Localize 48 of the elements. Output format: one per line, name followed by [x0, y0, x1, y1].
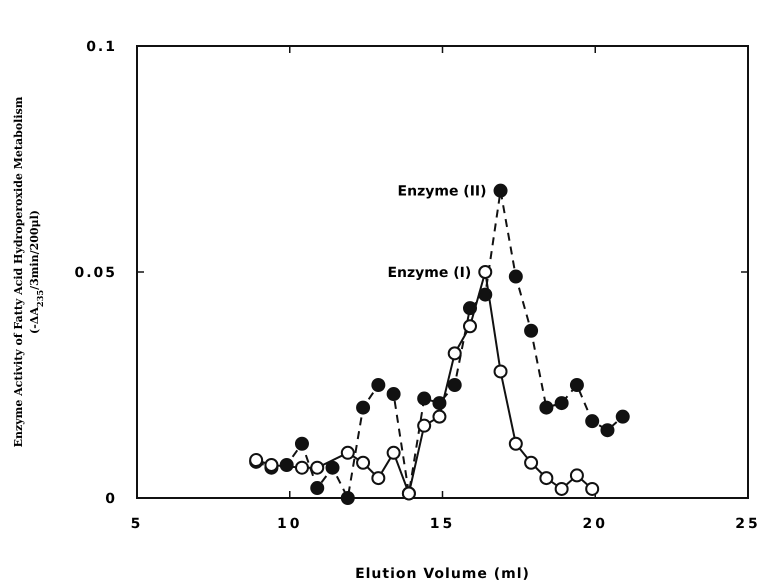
point	[539, 400, 554, 415]
x-tick-label: 15	[430, 516, 456, 532]
x-tick-label: 25	[735, 516, 761, 532]
point	[554, 396, 569, 410]
point	[539, 471, 554, 486]
point	[448, 378, 462, 392]
point	[294, 436, 309, 451]
point	[310, 481, 324, 496]
x-tick-label: 5	[130, 516, 144, 532]
y-tick-label: 0	[105, 491, 117, 507]
y-tick-label: 0.05	[74, 265, 117, 281]
point	[600, 423, 614, 438]
point	[432, 410, 446, 424]
point	[570, 468, 584, 482]
point	[585, 482, 600, 496]
point	[616, 410, 630, 424]
x-axis-title: Elution Volume (ml)	[355, 566, 530, 582]
point	[417, 418, 432, 433]
point	[417, 392, 432, 406]
point	[462, 301, 477, 316]
point	[386, 446, 401, 460]
point	[356, 400, 370, 415]
point	[478, 265, 492, 279]
point	[356, 456, 370, 470]
point	[585, 414, 600, 428]
point	[294, 460, 309, 475]
point	[340, 491, 355, 505]
point	[524, 456, 538, 470]
point	[494, 184, 508, 198]
point	[326, 460, 340, 475]
point	[554, 482, 569, 496]
point	[386, 387, 401, 402]
point	[371, 471, 386, 486]
point	[310, 460, 324, 475]
point	[508, 270, 523, 284]
point	[340, 446, 355, 460]
annotation: Enzyme (I)	[387, 265, 472, 281]
x-tick-label: 20	[582, 516, 608, 532]
point	[570, 378, 584, 392]
point	[524, 324, 538, 338]
annotation: Enzyme (II)	[398, 184, 487, 200]
point	[448, 346, 462, 360]
point	[494, 364, 508, 378]
point	[371, 378, 386, 392]
point	[508, 436, 523, 451]
x-tick-label: 10	[277, 516, 302, 532]
point	[462, 319, 477, 334]
y-tick-label: 0.1	[86, 39, 117, 55]
